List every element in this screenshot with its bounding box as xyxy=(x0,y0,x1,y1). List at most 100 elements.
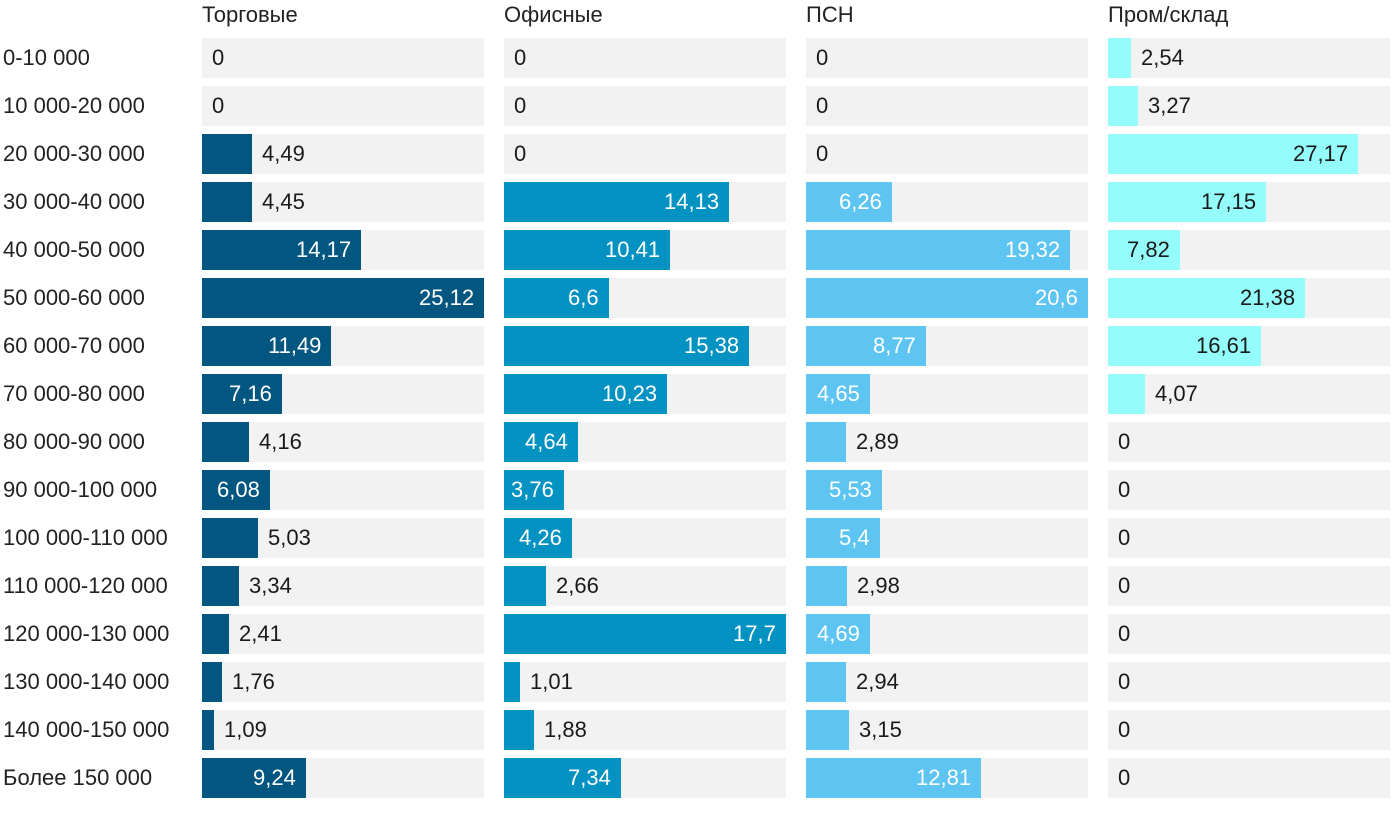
value-label: 8,77 xyxy=(873,333,916,358)
value-label: 6,6 xyxy=(568,285,599,310)
bar xyxy=(1108,278,1305,318)
category-label: 90 000-100 000 xyxy=(3,477,158,502)
bar xyxy=(1108,38,1131,78)
value-label: 0 xyxy=(816,45,829,70)
value-label: 3,34 xyxy=(249,573,292,598)
value-label: 1,88 xyxy=(544,717,587,742)
bar xyxy=(202,134,252,174)
bar xyxy=(1108,134,1358,174)
category-label: 70 000-80 000 xyxy=(3,381,145,406)
category-label: 100 000-110 000 xyxy=(3,525,168,550)
series-header: Пром/склад xyxy=(1108,2,1229,27)
value-label: 1,01 xyxy=(530,669,573,694)
category-label: 60 000-70 000 xyxy=(3,333,145,358)
bar xyxy=(504,710,534,750)
bar xyxy=(202,758,306,798)
bar xyxy=(504,614,786,654)
bar-track xyxy=(806,566,1088,606)
value-label: 3,15 xyxy=(859,717,902,742)
bar xyxy=(806,278,1088,318)
value-label: 0 xyxy=(1118,765,1131,790)
value-label: 20,6 xyxy=(1035,285,1078,310)
value-label: 4,26 xyxy=(519,525,562,550)
bar xyxy=(806,662,846,702)
bar-track xyxy=(504,86,786,126)
bar xyxy=(202,662,222,702)
bar xyxy=(202,422,249,462)
bar-track xyxy=(202,566,484,606)
value-label: 4,07 xyxy=(1155,381,1198,406)
value-label: 0 xyxy=(514,45,527,70)
value-label: 6,08 xyxy=(217,477,260,502)
value-label: 0 xyxy=(1118,717,1131,742)
bar xyxy=(806,374,870,414)
bar xyxy=(1108,326,1261,366)
category-label: 30 000-40 000 xyxy=(3,189,145,214)
value-label: 3,76 xyxy=(511,477,554,502)
value-label: 5,03 xyxy=(268,525,311,550)
bar-track xyxy=(202,86,484,126)
bar xyxy=(202,278,484,318)
category-label: Более 150 000 xyxy=(3,765,153,790)
value-label: 2,54 xyxy=(1141,45,1184,70)
value-label: 4,16 xyxy=(259,429,302,454)
value-label: 17,7 xyxy=(733,621,776,646)
value-label: 0 xyxy=(816,141,829,166)
bar-track xyxy=(1108,758,1390,798)
bar-track xyxy=(202,614,484,654)
bar-track xyxy=(806,422,1088,462)
bar xyxy=(504,662,520,702)
bar xyxy=(202,374,282,414)
bar xyxy=(202,614,229,654)
bar xyxy=(806,326,926,366)
bar-track xyxy=(202,38,484,78)
value-label: 2,98 xyxy=(857,573,900,598)
value-label: 5,4 xyxy=(839,525,870,550)
value-label: 11,49 xyxy=(268,333,322,358)
value-label: 0 xyxy=(514,141,527,166)
bar-track xyxy=(1108,710,1390,750)
bar xyxy=(1108,230,1180,270)
bar-track xyxy=(1108,38,1390,78)
bar-track xyxy=(806,662,1088,702)
value-label: 4,49 xyxy=(262,141,305,166)
bar-track xyxy=(504,662,786,702)
bar xyxy=(202,326,331,366)
value-label: 1,09 xyxy=(224,717,267,742)
bar-track xyxy=(1108,518,1390,558)
bar xyxy=(504,758,621,798)
bar xyxy=(806,230,1070,270)
bar-track xyxy=(202,662,484,702)
value-label: 6,26 xyxy=(839,189,882,214)
value-label: 14,13 xyxy=(664,189,720,214)
bar xyxy=(806,182,892,222)
bar xyxy=(504,374,667,414)
value-label: 2,41 xyxy=(239,621,282,646)
value-label: 2,89 xyxy=(856,429,899,454)
category-label: 130 000-140 000 xyxy=(3,669,170,694)
bar-track xyxy=(1108,470,1390,510)
bar-track xyxy=(806,710,1088,750)
bar-track xyxy=(504,38,786,78)
category-label: 110 000-120 000 xyxy=(3,573,168,598)
category-label: 50 000-60 000 xyxy=(3,285,145,310)
bar-track xyxy=(806,86,1088,126)
bar xyxy=(202,710,214,750)
value-label: 27,17 xyxy=(1293,141,1349,166)
bar xyxy=(202,470,270,510)
bar xyxy=(504,422,578,462)
bar-track xyxy=(1108,422,1390,462)
bar xyxy=(504,518,572,558)
value-label: 2,66 xyxy=(556,573,599,598)
value-label: 0 xyxy=(1118,477,1131,502)
bar-track xyxy=(504,134,786,174)
bar xyxy=(504,230,670,270)
bar-track xyxy=(806,38,1088,78)
value-label: 4,69 xyxy=(817,621,860,646)
bar xyxy=(806,470,882,510)
bar xyxy=(1108,86,1138,126)
value-label: 4,65 xyxy=(817,381,860,406)
bar-track xyxy=(504,566,786,606)
value-label: 14,17 xyxy=(296,237,352,262)
value-label: 0 xyxy=(816,93,829,118)
